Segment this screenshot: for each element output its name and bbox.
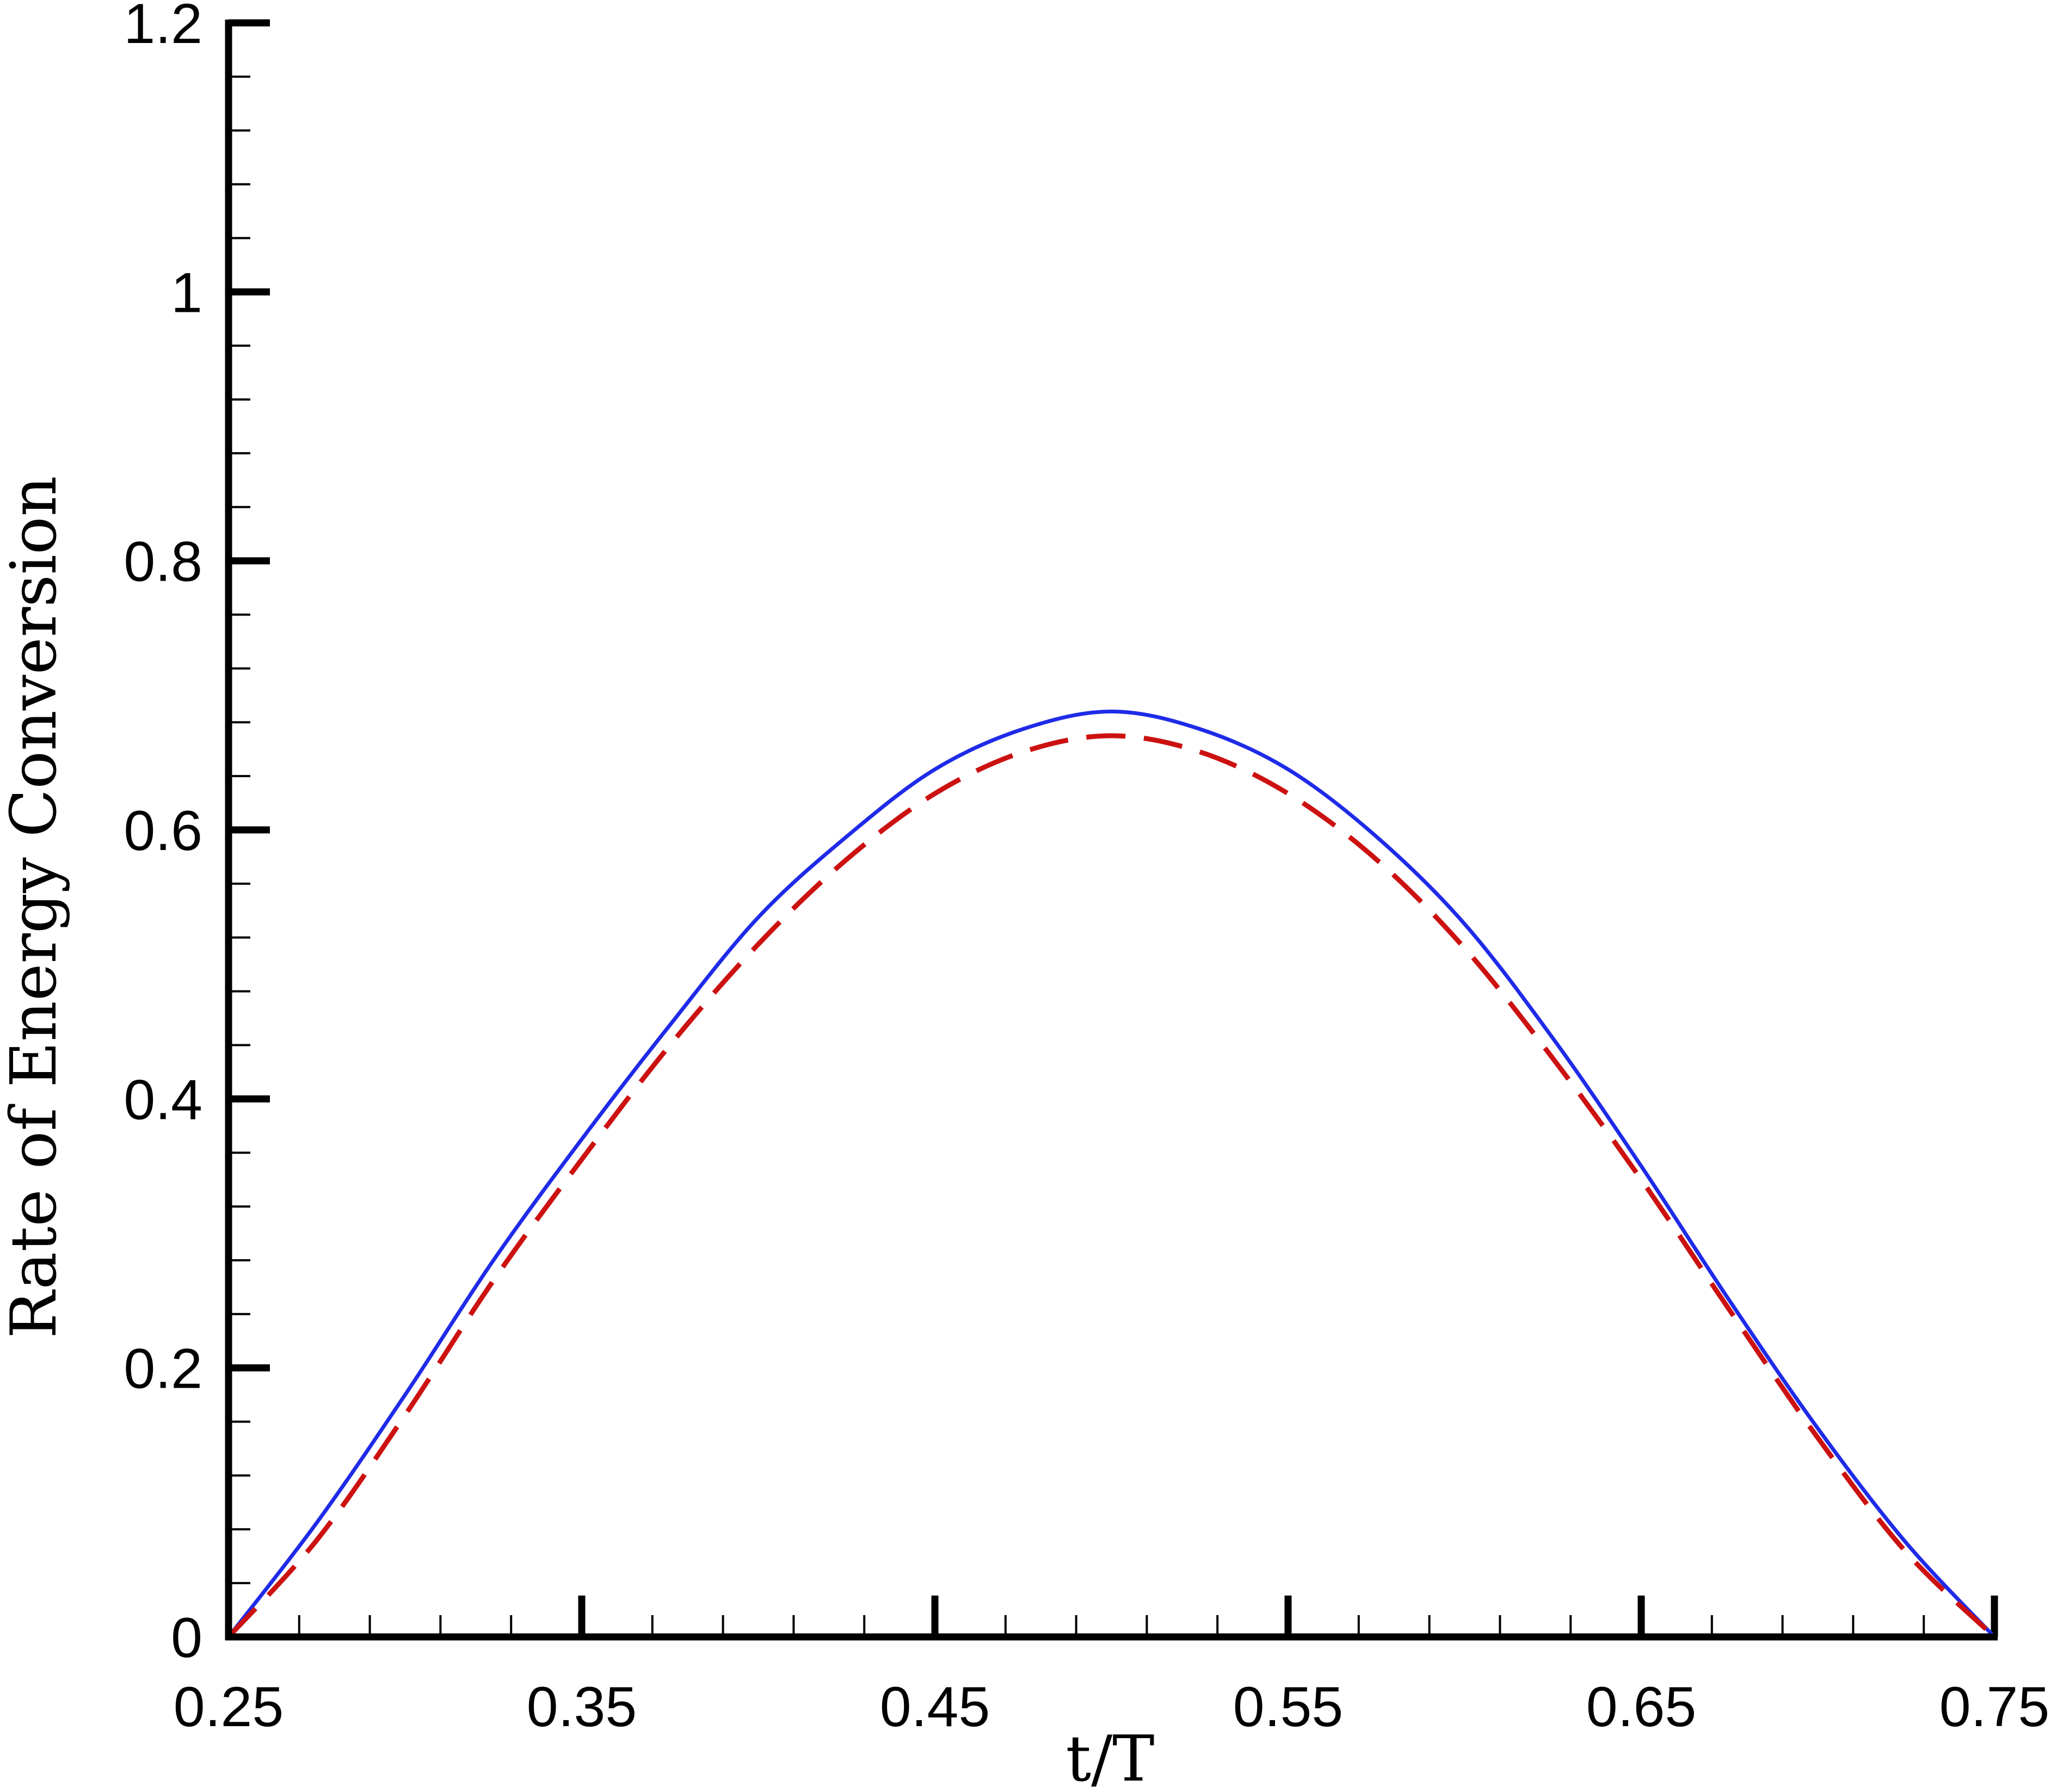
y-tick-label: 0.4 — [124, 1068, 202, 1131]
y-axis-title: Rate of Energy Conversion — [0, 476, 71, 1338]
series-line-dashed — [226, 733, 1997, 1639]
x-tick-label: 0.65 — [1586, 1676, 1696, 1739]
y-tick-label: 0.2 — [124, 1338, 202, 1401]
series-lines — [226, 709, 1997, 1639]
x-axis-title: t/T — [1066, 1722, 1154, 1792]
x-tick-label: 0.45 — [880, 1676, 990, 1739]
y-tick-label: 0 — [171, 1606, 202, 1670]
tick-labels: 0.25 0.35 0.45 0.55 0.65 0.75 0 0.2 0.4 0.6 0.8 1 1.… — [124, 0, 2049, 1739]
x-tick-label: 0.25 — [174, 1676, 284, 1739]
series-line-solid — [227, 709, 1996, 1639]
y-tick-label: 1.2 — [124, 0, 202, 56]
y-tick-label: 0.8 — [124, 531, 202, 594]
x-tick-label: 0.75 — [1939, 1676, 2049, 1739]
y-tick-label: 0.6 — [124, 799, 202, 863]
x-tick-label: 0.35 — [527, 1676, 637, 1739]
axes — [225, 20, 1998, 1641]
tick-marks — [225, 19, 1998, 1641]
y-tick-label: 1 — [171, 261, 202, 324]
x-tick-label: 0.55 — [1233, 1676, 1343, 1739]
